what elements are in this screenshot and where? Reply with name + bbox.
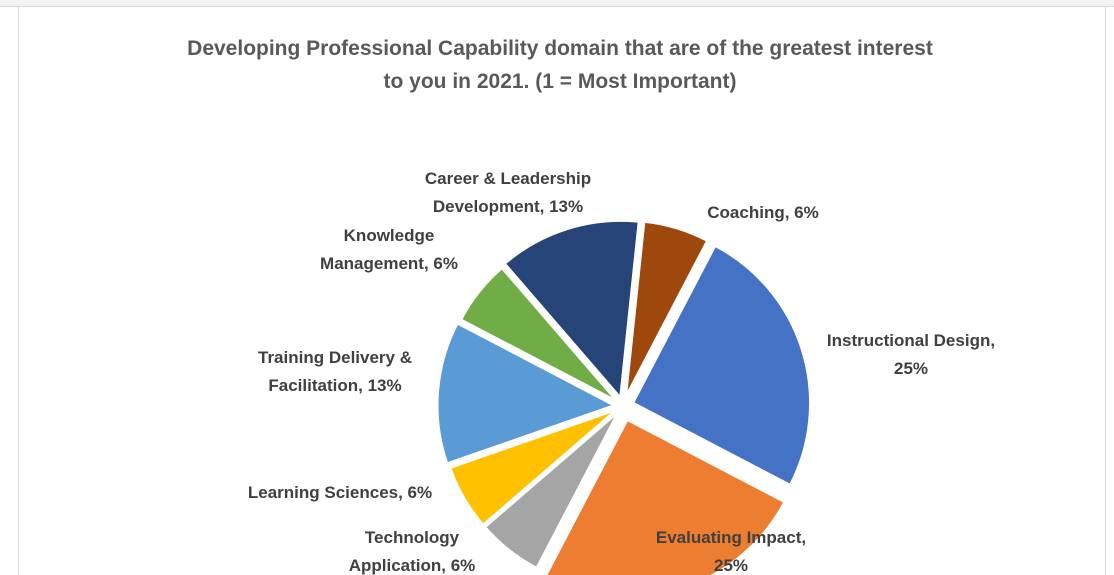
slice-label-5-line-0: Training Delivery &: [258, 348, 412, 367]
slice-label-2: Evaluating Impact, 25%: [656, 528, 806, 575]
slice-label-3-line-0: Technology: [365, 528, 460, 547]
slice-label-6-line-1: Management, 6%: [320, 254, 458, 273]
slice-label-2-line-1: 25%: [714, 556, 748, 575]
slice-label-7: Career & Leadership Development, 13%: [425, 169, 591, 216]
slice-label-3-line-1: Application, 6%: [349, 556, 476, 575]
slice-label-7-line-0: Career & Leadership: [425, 169, 591, 188]
slice-label-4: Learning Sciences, 6%: [248, 483, 432, 502]
slice-label-6: Knowledge Management, 6%: [320, 226, 458, 273]
slice-label-0-line-0: Coaching, 6%: [707, 203, 818, 222]
pie-slice-1: [630, 243, 813, 488]
slice-label-0: Coaching, 6%: [707, 203, 818, 222]
slice-label-4-line-0: Learning Sciences, 6%: [248, 483, 432, 502]
right-border: [1105, 6, 1106, 575]
slice-label-1-line-1: 25%: [894, 359, 928, 378]
slice-label-1: Instructional Design, 25%: [827, 331, 995, 378]
pie-slice-3: [482, 409, 621, 571]
pie-slice-6: [458, 265, 620, 404]
slice-label-7-line-1: Development, 13%: [433, 197, 583, 216]
slice-label-2-line-0: Evaluating Impact,: [656, 528, 806, 547]
pie-slice-2: [544, 417, 787, 575]
left-border: [18, 6, 19, 575]
slice-label-6-line-0: Knowledge: [344, 226, 435, 245]
chart-title-line-2: to you in 2021. (1 = Most Important): [383, 70, 737, 93]
slice-label-3: Technology Application, 6%: [349, 528, 476, 575]
pie-slice-4: [447, 407, 619, 528]
slice-label-5-line-1: Facilitation, 13%: [268, 376, 401, 395]
slice-label-5: Training Delivery & Facilitation, 13%: [258, 348, 412, 395]
pie-slice-5: [435, 320, 619, 466]
chart-title: Developing Professional Capability domai…: [60, 32, 1060, 98]
slice-label-1-line-0: Instructional Design,: [827, 331, 995, 350]
top-border: [0, 0, 1114, 7]
pie-slice-0: [623, 219, 710, 400]
pie-slice-7: [502, 218, 641, 402]
chart-title-line-1: Developing Professional Capability domai…: [187, 37, 933, 60]
